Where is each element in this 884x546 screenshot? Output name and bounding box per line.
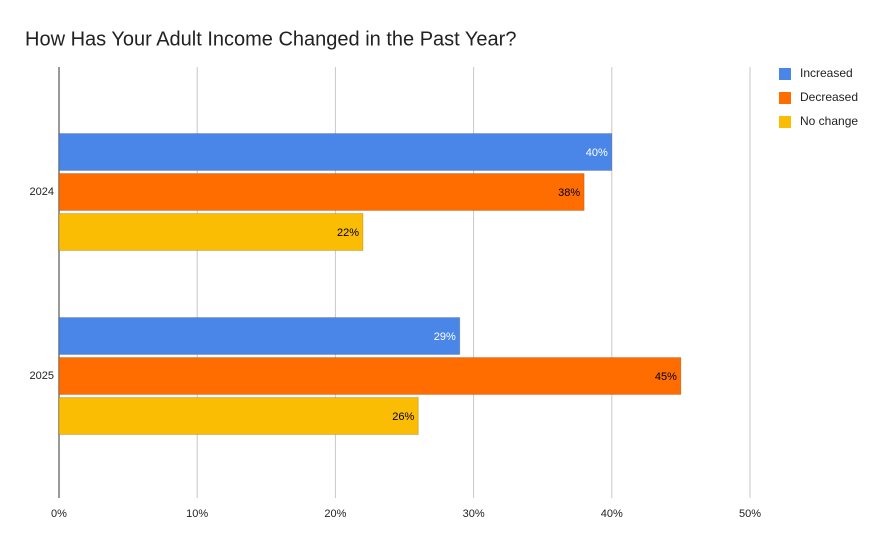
- x-tick-label: 50%: [739, 508, 761, 520]
- bar: [58, 357, 682, 395]
- y-tick-label: 2025: [30, 370, 54, 382]
- x-tick-label: 10%: [186, 508, 208, 520]
- value-label: 40%: [586, 147, 608, 159]
- legend-swatch: [779, 116, 791, 128]
- x-tick-label: 0%: [51, 508, 67, 520]
- legend-swatch: [779, 68, 791, 80]
- x-tick-label: 40%: [601, 508, 623, 520]
- bar: [58, 133, 613, 171]
- value-label: 45%: [655, 371, 677, 383]
- legend-label: No change: [800, 114, 858, 128]
- value-label: 22%: [337, 227, 359, 239]
- value-label: 29%: [434, 331, 456, 343]
- x-tick-label: 30%: [463, 508, 485, 520]
- legend-label: Decreased: [800, 90, 858, 104]
- bar: [58, 213, 364, 251]
- bar: [58, 317, 461, 355]
- chart-title: How Has Your Adult Income Changed in the…: [25, 28, 516, 50]
- legend-label: Increased: [800, 66, 853, 80]
- x-tick-label: 20%: [324, 508, 346, 520]
- y-tick-label: 2024: [30, 186, 54, 198]
- legend-swatch: [779, 92, 791, 104]
- value-label: 38%: [558, 187, 580, 199]
- bar: [58, 173, 585, 211]
- bar: [58, 397, 419, 435]
- value-label: 26%: [392, 411, 414, 423]
